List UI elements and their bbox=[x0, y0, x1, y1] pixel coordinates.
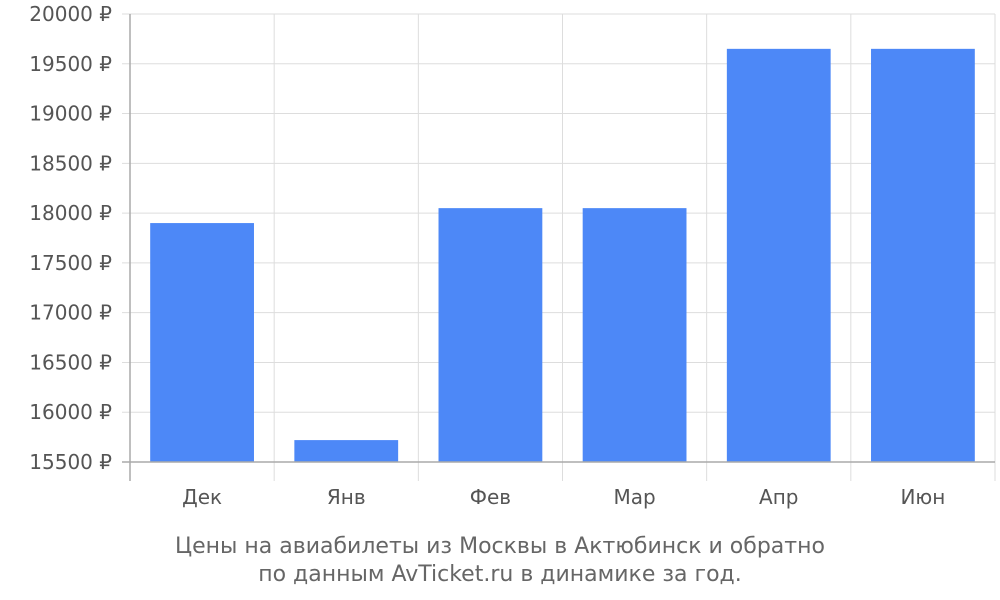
y-tick-label: 20000 ₽ bbox=[29, 2, 112, 26]
y-tick-label: 17500 ₽ bbox=[29, 251, 112, 275]
bar-Дек[interactable] bbox=[150, 223, 254, 462]
y-tick-label: 19500 ₽ bbox=[29, 52, 112, 76]
y-tick-label: 18500 ₽ bbox=[29, 151, 112, 175]
x-tick-label: Дек bbox=[182, 485, 222, 509]
y-tick-label: 19000 ₽ bbox=[29, 102, 112, 126]
y-tick-label: 16500 ₽ bbox=[29, 350, 112, 374]
chart-caption-line-2: по данным AvTicket.ru в динамике за год. bbox=[258, 562, 742, 587]
x-tick-label: Фев bbox=[470, 485, 511, 509]
y-tick-label: 17000 ₽ bbox=[29, 301, 112, 325]
x-tick-labels: Дек Янв Фев Мар Апр Июн bbox=[182, 485, 945, 509]
bars bbox=[150, 48, 975, 462]
bar-Апр[interactable] bbox=[726, 48, 831, 462]
axes bbox=[122, 14, 995, 481]
x-tick-label: Янв bbox=[327, 485, 366, 509]
bar-Янв[interactable] bbox=[294, 440, 399, 462]
bar-Мар[interactable] bbox=[582, 208, 687, 462]
chart-caption-line-1: Цены на авиабилеты из Москвы в Актюбинск… bbox=[175, 534, 825, 559]
y-tick-label: 15500 ₽ bbox=[29, 450, 112, 474]
y-tick-labels: 15500 ₽ 16000 ₽ 16500 ₽ 17000 ₽ 17500 ₽ 18000… bbox=[29, 2, 112, 474]
x-tick-label: Июн bbox=[900, 485, 945, 509]
x-tick-label: Мар bbox=[613, 485, 655, 509]
bar-Фев[interactable] bbox=[438, 208, 543, 462]
bar-Июн[interactable] bbox=[871, 48, 975, 462]
y-tick-label: 18000 ₽ bbox=[29, 201, 112, 225]
y-tick-label: 16000 ₽ bbox=[29, 400, 112, 424]
x-tick-label: Апр bbox=[759, 485, 798, 509]
